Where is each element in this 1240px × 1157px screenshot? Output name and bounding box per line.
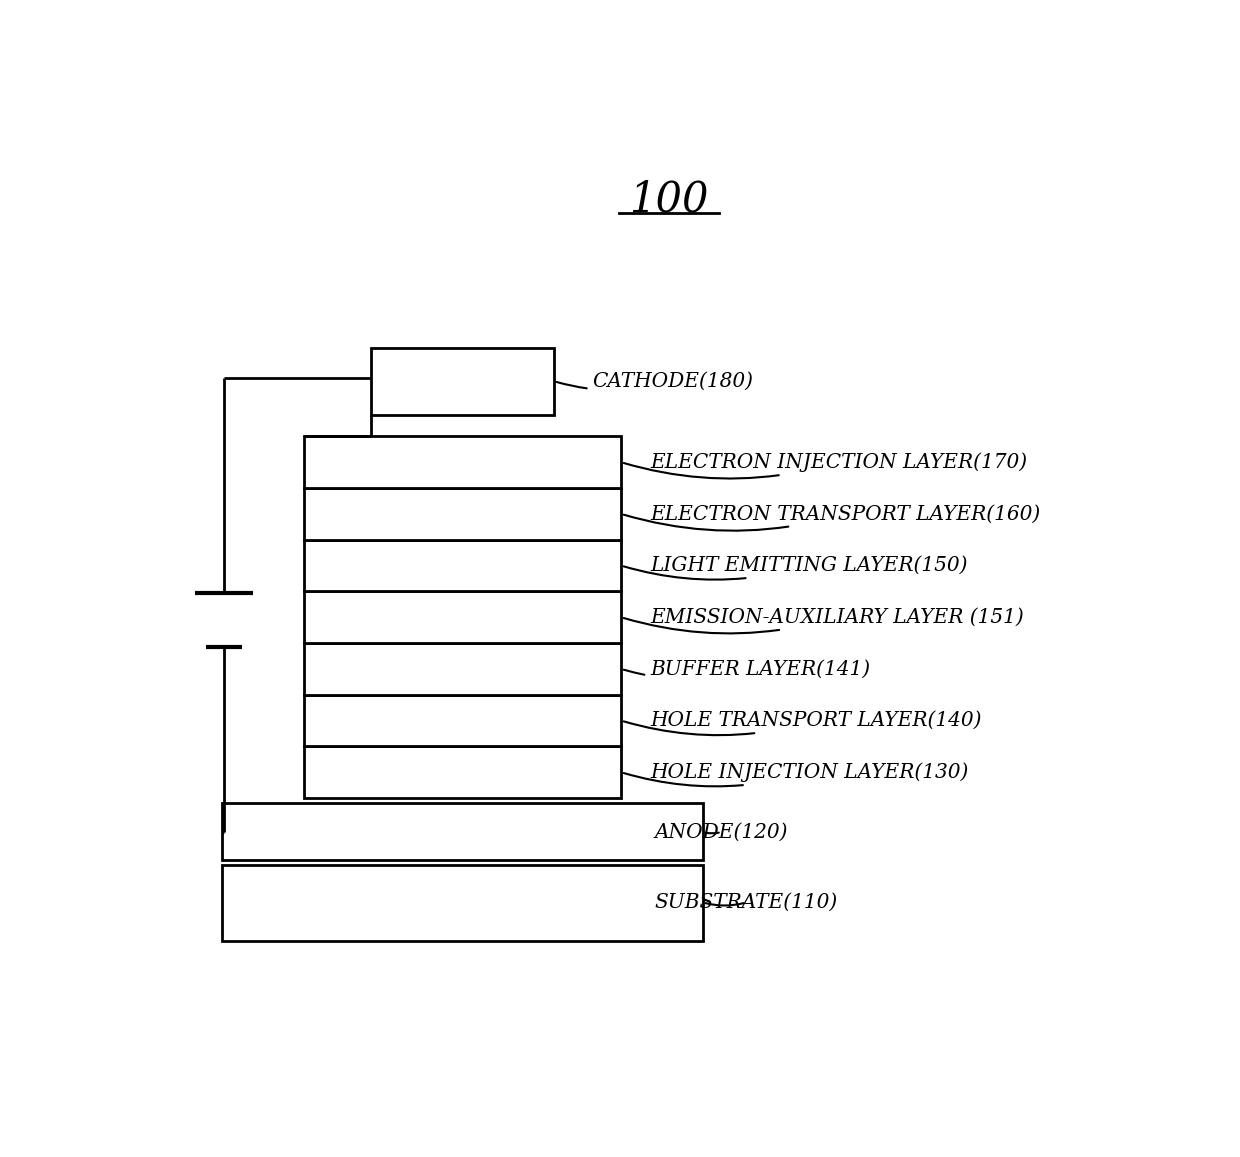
- Bar: [304, 488, 621, 539]
- Bar: [304, 746, 621, 798]
- Bar: [222, 803, 703, 861]
- Bar: [371, 348, 554, 415]
- Text: SUBSTRATE(110): SUBSTRATE(110): [655, 893, 838, 912]
- Text: HOLE INJECTION LAYER(130): HOLE INJECTION LAYER(130): [624, 762, 968, 787]
- Bar: [304, 436, 621, 488]
- Text: HOLE TRANSPORT LAYER(140): HOLE TRANSPORT LAYER(140): [624, 712, 981, 735]
- Text: ELECTRON TRANSPORT LAYER(160): ELECTRON TRANSPORT LAYER(160): [624, 504, 1040, 531]
- Text: ELECTRON INJECTION LAYER(170): ELECTRON INJECTION LAYER(170): [624, 452, 1027, 479]
- Bar: [304, 694, 621, 746]
- Text: 100: 100: [630, 179, 709, 221]
- Text: EMISSION-AUXILIARY LAYER (151): EMISSION-AUXILIARY LAYER (151): [624, 607, 1024, 633]
- Text: ANODE(120): ANODE(120): [655, 823, 789, 841]
- Bar: [304, 643, 621, 694]
- Text: BUFFER LAYER(141): BUFFER LAYER(141): [624, 659, 870, 678]
- Text: LIGHT EMITTING LAYER(150): LIGHT EMITTING LAYER(150): [624, 557, 967, 580]
- Bar: [222, 865, 703, 941]
- Text: CATHODE(180): CATHODE(180): [557, 371, 753, 391]
- Bar: [304, 591, 621, 643]
- Bar: [304, 539, 621, 591]
